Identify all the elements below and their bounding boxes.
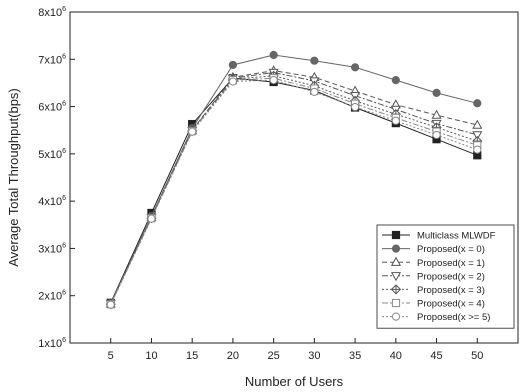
legend-marker xyxy=(391,312,401,321)
series-point xyxy=(310,87,319,97)
y-tick-label-base: 5x10 xyxy=(38,149,62,161)
y-tick-label: 6x106 xyxy=(38,101,66,114)
legend-marker xyxy=(391,230,401,240)
x-axis-label: Number of Users xyxy=(245,374,344,389)
x-tick-label: 30 xyxy=(308,350,320,362)
y-tick-label-base: 6x10 xyxy=(38,102,62,114)
y-tick-label: 2x106 xyxy=(38,290,66,303)
series-point xyxy=(473,99,482,108)
series-point xyxy=(431,109,442,119)
y-tick-label-base: 2x10 xyxy=(38,291,62,303)
legend-marker xyxy=(391,298,401,308)
y-axis-label: Average Total Throughput(bps) xyxy=(6,88,21,267)
series-point xyxy=(432,88,441,97)
y-tick-label-exponent: 6 xyxy=(62,337,66,344)
series-point xyxy=(228,77,238,86)
legend-marker xyxy=(391,244,401,253)
series-layer xyxy=(105,50,483,310)
legend-marker xyxy=(390,284,402,295)
y-tick-label-base: 4x10 xyxy=(38,196,62,208)
series-point xyxy=(473,145,482,154)
legend-label: Proposed(x = 3) xyxy=(417,285,485,296)
y-tick-label-base: 7x10 xyxy=(38,54,62,66)
y-tick-label: 3x106 xyxy=(38,242,66,255)
y-tick-label-exponent: 6 xyxy=(62,148,66,155)
y-tick-label-exponent: 6 xyxy=(62,101,66,108)
y-tick-label-exponent: 6 xyxy=(62,6,66,13)
legend-label: Proposed(x = 1) xyxy=(417,258,485,269)
series-line xyxy=(110,70,478,305)
legend-entry: Proposed(x = 2) xyxy=(382,271,485,282)
legend-box xyxy=(376,224,515,329)
series-point xyxy=(228,60,238,70)
legend-entry: Multiclass MLWDF xyxy=(382,231,496,242)
legend: Multiclass MLWDF Proposed(x = 0) Proposed(… xyxy=(376,224,515,329)
series-line xyxy=(110,71,478,305)
legend-label: Proposed(x >= 5) xyxy=(417,312,490,323)
series-point xyxy=(472,131,483,141)
x-axis-ticks: 5 10 15 20 25 30 35 40 45 50 xyxy=(108,338,483,362)
series-point xyxy=(188,127,197,136)
series-point xyxy=(106,300,115,309)
legend-label: Proposed(x = 0) xyxy=(417,244,485,255)
legend-entry: Proposed(x = 1) xyxy=(382,256,485,269)
y-tick-label-base: 8x10 xyxy=(38,7,62,19)
series-line xyxy=(110,77,478,305)
y-tick-label-exponent: 6 xyxy=(62,195,66,202)
y-tick-label-exponent: 6 xyxy=(62,242,66,249)
x-tick-label: 40 xyxy=(390,350,402,362)
y-tick-label-exponent: 6 xyxy=(62,290,66,297)
y-tick-label: 4x106 xyxy=(38,195,66,208)
legend-entry: Proposed(x = 4) xyxy=(382,299,485,310)
legend-label: Proposed(x = 4) xyxy=(417,299,485,310)
series-point xyxy=(432,130,441,140)
y-tick-label-exponent: 6 xyxy=(62,53,66,60)
series-line xyxy=(110,54,478,304)
y-tick-label-base: 3x10 xyxy=(38,243,62,255)
series-point xyxy=(350,63,360,72)
x-tick-label: 10 xyxy=(145,350,157,362)
series-point xyxy=(147,214,156,223)
y-tick-label: 1x106 xyxy=(38,337,66,350)
series-point xyxy=(310,56,319,65)
series-point xyxy=(350,102,360,112)
x-tick-label: 15 xyxy=(186,350,198,362)
series-point xyxy=(472,119,483,129)
series-point xyxy=(391,75,400,85)
y-tick-label: 8x106 xyxy=(38,6,66,19)
legend-entry: Proposed(x >= 5) xyxy=(382,312,490,323)
series-point xyxy=(269,75,278,85)
x-tick-label: 50 xyxy=(471,350,483,362)
y-tick-label-base: 1x10 xyxy=(38,338,62,350)
x-tick-label: 35 xyxy=(349,350,361,362)
legend-label: Multiclass MLWDF xyxy=(417,231,496,242)
x-tick-label: 25 xyxy=(268,350,280,362)
x-tick-label: 45 xyxy=(430,350,442,362)
plot-frame xyxy=(69,11,519,344)
y-tick-label: 7x106 xyxy=(38,53,66,66)
legend-marker xyxy=(390,272,402,282)
legend-label: Proposed(x = 2) xyxy=(417,271,485,282)
y-tick-label: 5x106 xyxy=(38,148,66,161)
series-point xyxy=(391,116,400,125)
legend-marker xyxy=(390,256,402,266)
series-point xyxy=(269,50,278,60)
series-6 xyxy=(106,75,482,309)
x-tick-label: 20 xyxy=(227,350,239,362)
legend-entry: Proposed(x = 3) xyxy=(382,284,485,296)
x-tick-label: 5 xyxy=(108,350,114,362)
legend-entry: Proposed(x = 0) xyxy=(382,244,485,255)
series-line xyxy=(110,79,478,305)
